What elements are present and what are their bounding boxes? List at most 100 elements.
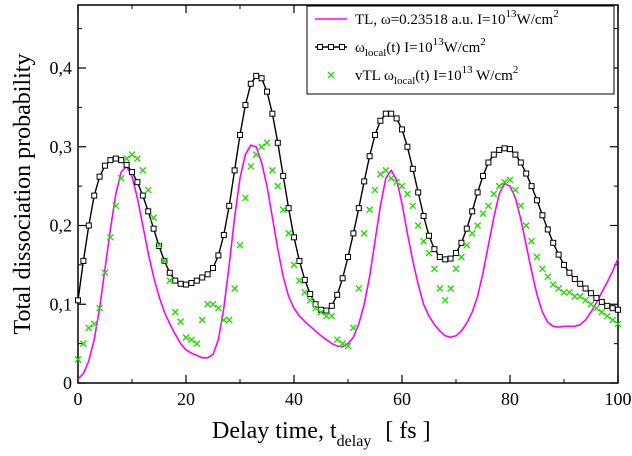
data-point-square bbox=[253, 72, 260, 79]
data-point-cross bbox=[79, 340, 87, 348]
data-point-square bbox=[145, 208, 152, 215]
legend-label: vTL ωlocal(t) I=1013 W/cm2 bbox=[355, 64, 518, 87]
data-point-cross bbox=[339, 340, 347, 348]
x-tick-label: 80 bbox=[501, 389, 519, 409]
series-line bbox=[77, 144, 619, 380]
data-point-square bbox=[226, 202, 233, 209]
data-point-square bbox=[96, 173, 103, 180]
data-point-square bbox=[274, 139, 281, 146]
data-point-square bbox=[80, 257, 87, 264]
data-point-cross bbox=[220, 316, 228, 324]
series-3 bbox=[74, 139, 622, 363]
data-point-cross bbox=[393, 178, 401, 186]
data-point-square bbox=[431, 246, 438, 253]
data-point-square bbox=[172, 277, 179, 284]
data-point-cross bbox=[398, 182, 406, 190]
data-point-cross bbox=[565, 288, 573, 296]
data-point-cross bbox=[236, 241, 244, 249]
data-point-cross bbox=[355, 285, 363, 292]
data-point-square bbox=[220, 231, 227, 238]
data-point-cross bbox=[258, 143, 266, 151]
y-tick-label: 0,2 bbox=[50, 216, 73, 236]
data-point-square bbox=[496, 146, 503, 153]
data-point-cross bbox=[317, 308, 325, 316]
data-point-cross bbox=[447, 285, 455, 292]
data-point-square bbox=[210, 265, 216, 272]
data-point-cross bbox=[252, 151, 260, 159]
data-point-square bbox=[426, 232, 432, 239]
data-point-cross bbox=[571, 292, 579, 300]
data-point-cross bbox=[166, 277, 174, 285]
data-point-cross bbox=[349, 324, 357, 332]
data-point-square bbox=[442, 256, 449, 263]
data-point-square bbox=[604, 302, 611, 309]
data-point-square bbox=[269, 110, 276, 117]
data-point-square bbox=[231, 167, 238, 174]
data-point-cross bbox=[538, 265, 546, 273]
data-point-square bbox=[118, 157, 125, 164]
x-tick-label: 60 bbox=[393, 389, 411, 409]
data-point-square bbox=[420, 213, 427, 220]
data-point-cross bbox=[90, 320, 98, 328]
data-point-cross bbox=[517, 202, 525, 210]
y-tick-label: 0 bbox=[63, 373, 72, 393]
data-point-square bbox=[463, 225, 470, 232]
data-point-cross bbox=[209, 300, 217, 308]
data-point-cross bbox=[528, 237, 536, 245]
data-point-cross bbox=[241, 194, 249, 202]
y-tick-label: 0,3 bbox=[50, 137, 73, 157]
data-point-square bbox=[328, 302, 335, 309]
data-point-cross bbox=[123, 155, 131, 163]
data-point-cross bbox=[549, 281, 557, 289]
data-point-square bbox=[485, 159, 492, 166]
data-point-square bbox=[301, 276, 308, 283]
legend-swatch-square bbox=[339, 44, 345, 50]
data-point-cross bbox=[328, 312, 336, 320]
data-point-cross bbox=[360, 229, 368, 237]
data-point-cross bbox=[598, 308, 606, 316]
data-point-square bbox=[334, 291, 341, 298]
data-point-cross bbox=[366, 206, 374, 214]
data-point-cross bbox=[474, 222, 482, 229]
data-point-square bbox=[404, 143, 411, 150]
data-point-cross bbox=[409, 202, 417, 210]
data-point-cross bbox=[371, 186, 379, 194]
data-point-cross bbox=[306, 296, 314, 304]
data-point-cross bbox=[452, 265, 460, 273]
y-tick-label: 0,4 bbox=[50, 58, 73, 78]
data-point-cross bbox=[468, 229, 476, 237]
data-point-square bbox=[91, 192, 98, 199]
data-point-cross bbox=[592, 304, 600, 312]
data-point-square bbox=[75, 297, 81, 304]
data-point-cross bbox=[274, 182, 282, 190]
x-axis-label: Delay time, tdelay [ fs ] bbox=[212, 418, 431, 450]
data-point-square bbox=[474, 189, 481, 196]
data-point-square bbox=[544, 226, 551, 233]
data-point-cross bbox=[414, 222, 422, 229]
data-point-cross bbox=[430, 265, 438, 273]
data-point-square bbox=[480, 172, 486, 179]
data-point-cross bbox=[290, 261, 298, 269]
data-point-cross bbox=[560, 288, 568, 296]
data-point-cross bbox=[74, 355, 82, 363]
data-point-cross bbox=[522, 222, 530, 229]
series-2 bbox=[75, 72, 621, 314]
data-point-cross bbox=[139, 166, 147, 174]
legend-swatch-square bbox=[328, 44, 334, 50]
data-point-square bbox=[129, 168, 135, 175]
data-point-square bbox=[528, 183, 535, 190]
data-point-cross bbox=[263, 139, 271, 147]
data-point-cross bbox=[295, 277, 303, 285]
data-point-cross bbox=[463, 241, 471, 249]
data-point-square bbox=[501, 145, 508, 152]
data-point-square bbox=[588, 290, 594, 297]
data-point-cross bbox=[495, 182, 503, 190]
data-point-square bbox=[415, 189, 422, 196]
data-point-square bbox=[264, 88, 270, 95]
legend-box bbox=[306, 5, 615, 95]
data-point-cross bbox=[544, 273, 552, 281]
data-point-cross bbox=[506, 176, 514, 184]
data-point-square bbox=[598, 298, 605, 305]
data-point-cross bbox=[133, 155, 141, 163]
data-point-square bbox=[339, 275, 346, 282]
